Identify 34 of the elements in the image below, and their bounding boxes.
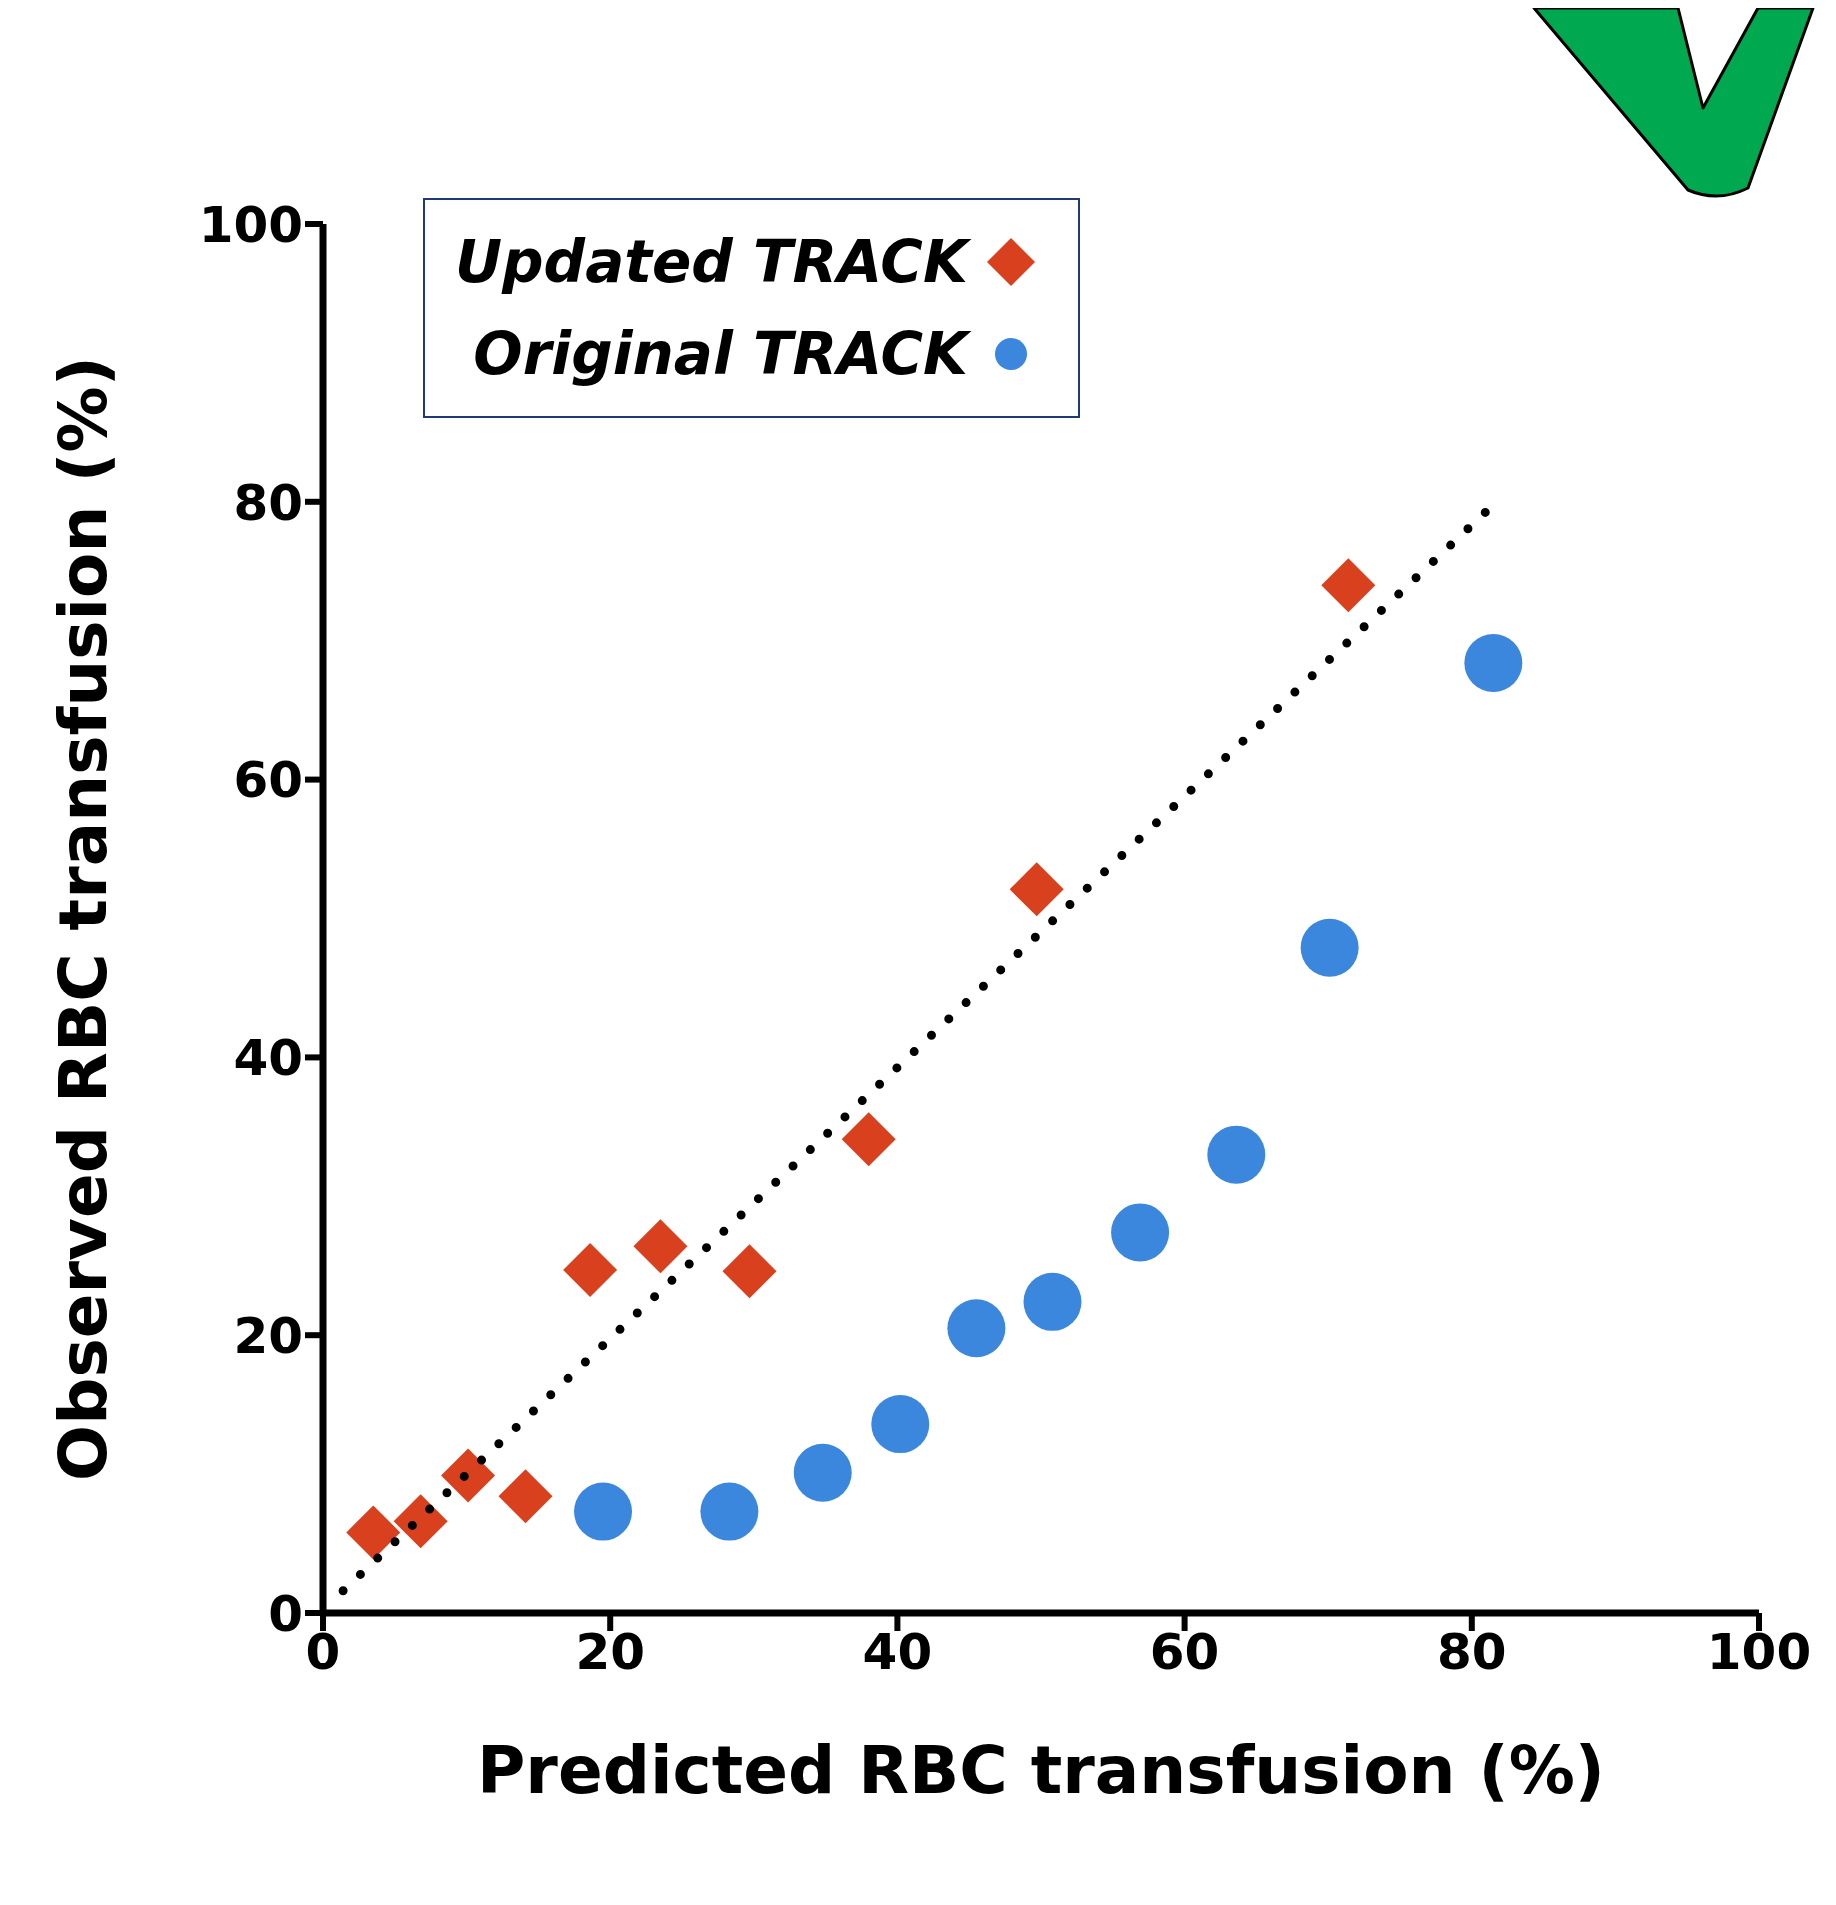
point [346,1505,401,1560]
y-axis-title: Observed RBC transfusion (%) [45,356,123,1481]
point [841,1112,896,1167]
x-tick-label: 60 [1149,1622,1220,1681]
point [947,1299,1006,1358]
point [633,1219,688,1274]
x-tick-label: 20 [575,1622,645,1681]
point [393,1494,448,1549]
point [1023,1272,1082,1331]
y-tick-label: 0 [268,1584,303,1643]
point [1009,862,1064,917]
point [1464,633,1523,692]
x-tick-label: 80 [1437,1622,1507,1681]
point [563,1242,618,1297]
x-tick-label: 100 [1706,1622,1812,1681]
point [1207,1125,1266,1184]
point [793,1443,852,1502]
point [441,1448,496,1503]
x-tick-label: 40 [862,1622,933,1681]
y-tick-label: 40 [233,1029,303,1088]
point [1111,1203,1170,1262]
point [1300,918,1359,977]
y-tick-label: 100 [198,195,303,254]
y-tick-label: 60 [233,751,303,810]
point [498,1469,553,1524]
point [722,1244,777,1299]
point [871,1395,930,1454]
y-tick-label: 80 [233,473,303,532]
point [574,1482,633,1541]
x-axis-title: Predicted RBC transfusion (%) [476,1732,1606,1809]
point [700,1482,759,1541]
point [1321,558,1376,613]
x-tick-label: 0 [305,1622,341,1681]
y-tick-label: 20 [233,1306,303,1365]
